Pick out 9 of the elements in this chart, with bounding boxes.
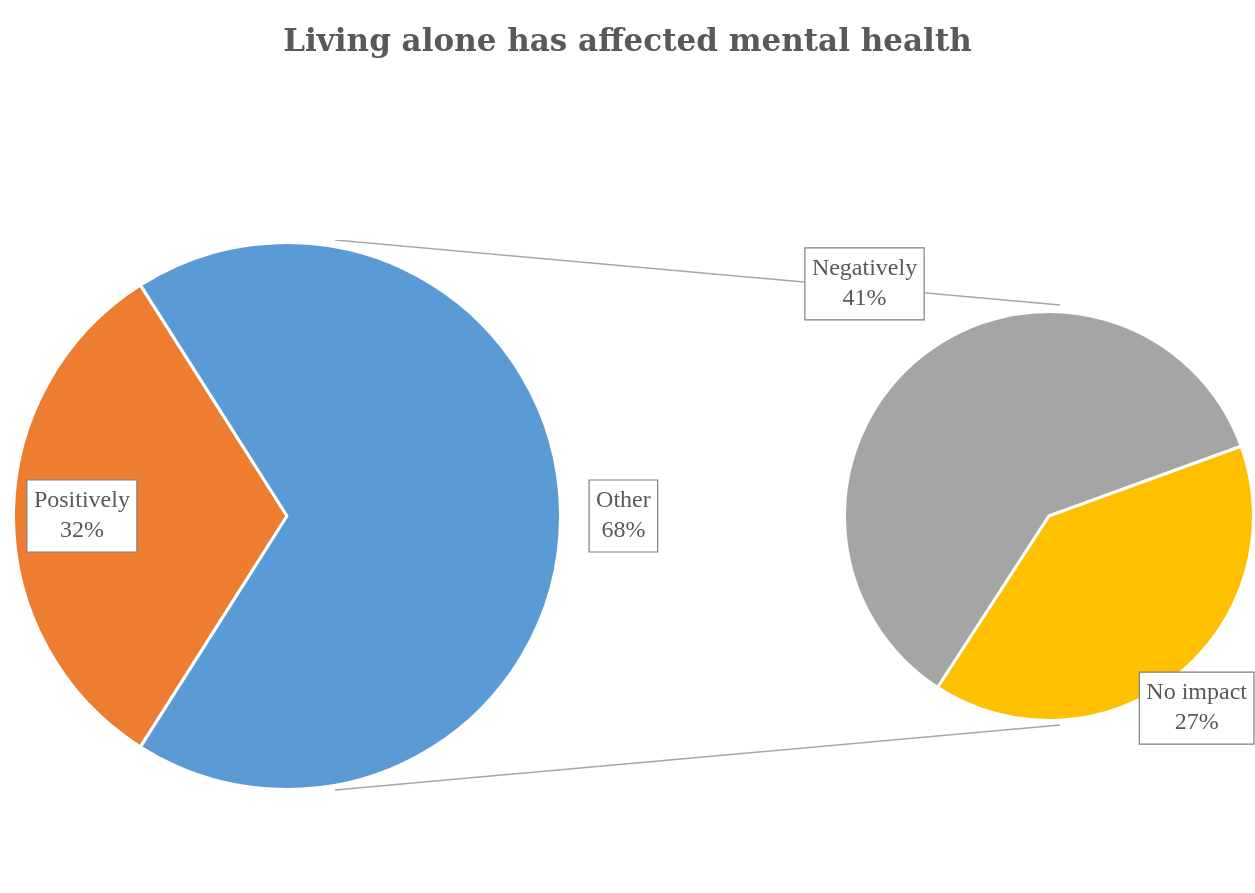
data-label: 27% [1174,708,1219,735]
chart-title: Living alone has affected mental health [282,22,973,58]
slice-label: Positively [33,486,130,513]
data-label: 41% [842,284,887,311]
data-label: 68% [601,516,646,543]
slice-label: Negatively [811,254,918,281]
data-label: 32% [59,516,104,543]
slice-label: Other [596,486,651,513]
slice-label: No impact [1146,678,1248,705]
